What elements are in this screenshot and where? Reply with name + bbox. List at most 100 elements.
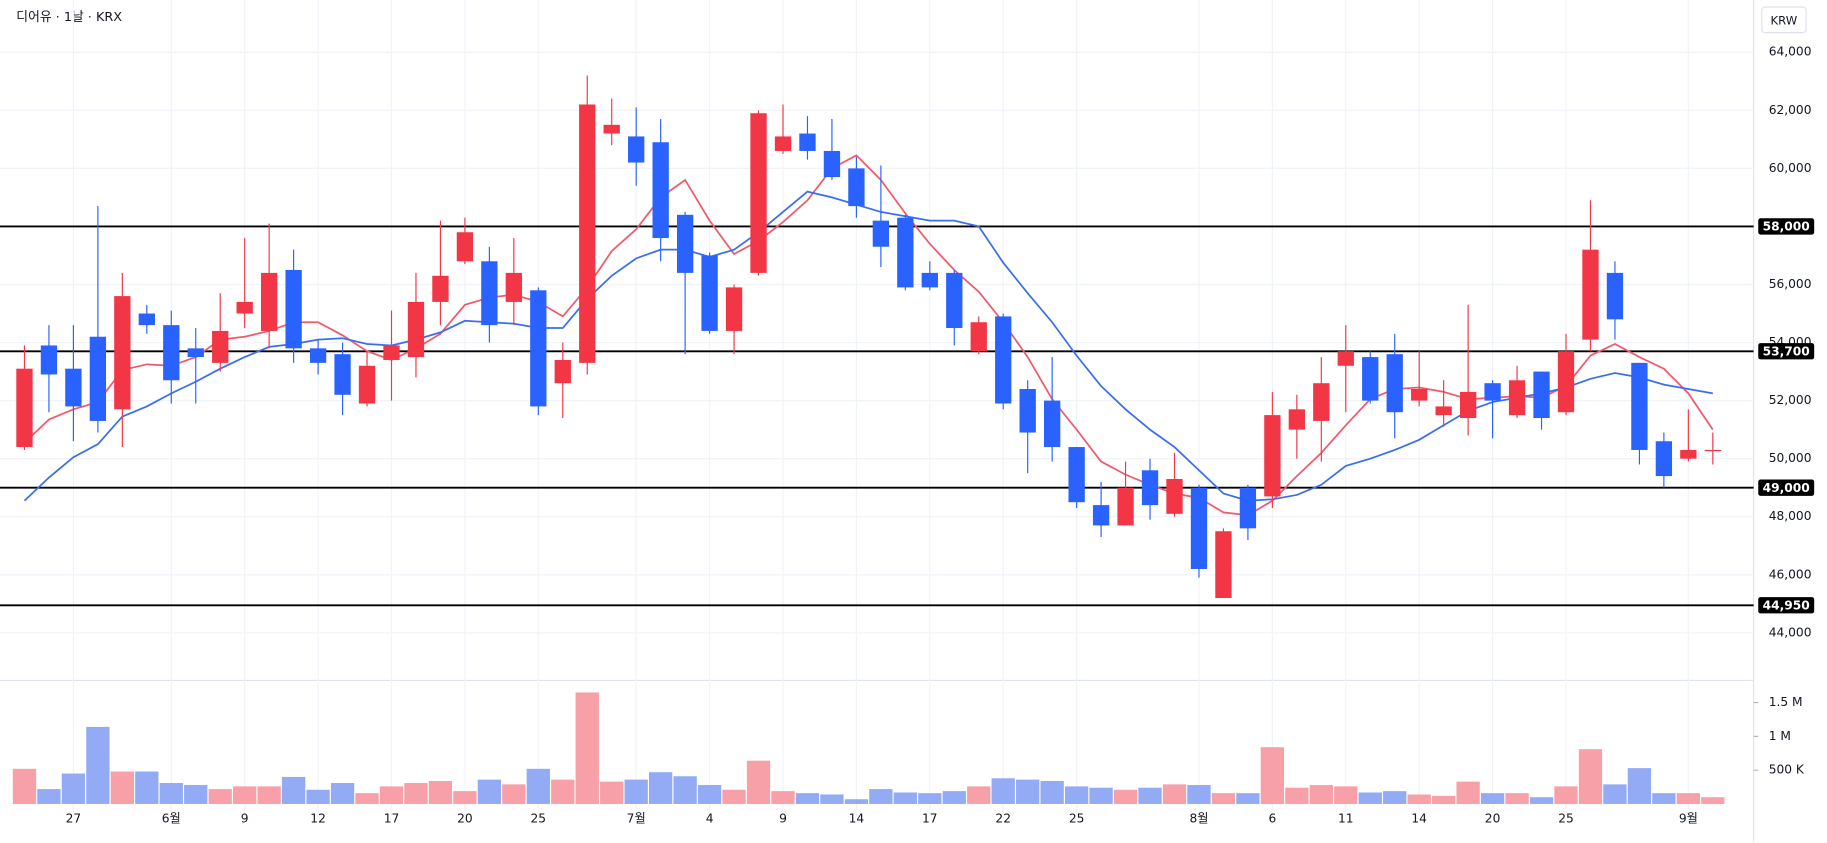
candle-body — [1166, 478, 1183, 514]
x-tick-label: 20 — [1485, 812, 1501, 826]
candle-body — [701, 255, 718, 331]
volume-bar — [575, 692, 599, 804]
y-tick-label: 50,000 — [1769, 451, 1812, 465]
volume-bar — [1480, 793, 1505, 804]
x-tick-label: 11 — [1338, 812, 1354, 826]
volume-bar — [1358, 792, 1382, 804]
x-tick-label: 25 — [1069, 812, 1085, 826]
candle-body — [970, 322, 987, 352]
x-tick-label: 6 — [1268, 812, 1276, 826]
volume-bar — [330, 783, 355, 804]
x-tick-label: 14 — [849, 812, 865, 826]
volume-bar — [477, 779, 502, 804]
level-label: 53,700 — [1763, 344, 1810, 358]
candle-body — [89, 336, 107, 421]
candle-body — [579, 104, 596, 363]
volume-bar — [1676, 793, 1700, 804]
candle-body — [1508, 380, 1526, 416]
y-tick-label: 60,000 — [1769, 161, 1812, 175]
volume-bar — [281, 776, 306, 804]
candle-body — [1288, 409, 1305, 430]
candle-body — [750, 113, 767, 273]
currency[interactable]: KRW — [1771, 13, 1798, 27]
volume-bar — [991, 778, 1015, 804]
volume-bar — [86, 726, 110, 804]
candle-body — [1068, 447, 1085, 503]
volume-bar — [110, 771, 134, 804]
volume-bar — [1309, 785, 1333, 804]
candle-body — [725, 287, 743, 331]
volume-bar — [184, 785, 208, 804]
candle-body — [114, 296, 131, 410]
volume-bar — [159, 783, 183, 804]
volume-bar — [820, 794, 844, 804]
volume-bar — [1554, 786, 1578, 804]
level-label: 49,000 — [1763, 481, 1810, 495]
volume-bar — [967, 786, 991, 804]
x-tick-label: 14 — [1411, 812, 1427, 826]
candle-body — [1680, 449, 1697, 459]
candle-body — [16, 368, 33, 448]
volume-tick-label: 1 M — [1769, 729, 1791, 743]
x-tick-label: 9 — [779, 812, 787, 826]
candle-body — [1239, 487, 1257, 529]
volume-bar — [1211, 793, 1236, 804]
candle-body — [652, 142, 669, 239]
candle-body — [1190, 487, 1208, 569]
candle-body — [1362, 357, 1379, 401]
volume-bar — [844, 799, 869, 804]
volume-bar — [1603, 784, 1627, 804]
candle-body — [40, 345, 58, 375]
candle-body — [1386, 354, 1403, 413]
volume-bar — [1505, 793, 1529, 804]
level-tag — [1758, 597, 1815, 614]
volume-bar — [1089, 787, 1113, 804]
candle-body — [946, 272, 963, 329]
moving-average — [23, 190, 1713, 502]
candle-body — [1117, 487, 1134, 526]
x-tick-label: 6월 — [162, 812, 181, 826]
candle-body — [1141, 470, 1159, 506]
candle-body — [163, 325, 180, 381]
candle-body — [774, 136, 792, 151]
volume-bar — [893, 792, 917, 804]
volume-bar — [746, 760, 771, 804]
volume-bar — [1407, 794, 1431, 804]
volume-tick-label: 1.5 M — [1769, 695, 1803, 709]
volume-bar — [355, 793, 379, 804]
volume-bar — [1701, 797, 1725, 804]
volume-bar — [1187, 785, 1211, 804]
candle-body — [309, 348, 327, 363]
candle-body — [432, 275, 449, 302]
candle-body — [1313, 383, 1330, 421]
x-tick-label: 9월 — [1679, 812, 1698, 826]
candle-body — [1704, 449, 1721, 452]
volume-bar — [208, 789, 232, 804]
y-tick-label: 46,000 — [1769, 567, 1812, 581]
y-tick-label: 52,000 — [1769, 393, 1812, 407]
candle-body — [1044, 400, 1061, 448]
candle-body — [187, 348, 204, 358]
candle-body — [383, 345, 400, 360]
volume-bar — [379, 786, 404, 804]
candle-body — [921, 272, 938, 288]
volume-bar — [869, 789, 893, 804]
volume-bar — [37, 789, 61, 804]
volume-bar — [600, 781, 624, 804]
currency-box[interactable] — [1761, 6, 1807, 34]
volume-bar — [453, 791, 477, 804]
candle-body — [1435, 406, 1452, 416]
y-tick-label: 64,000 — [1769, 45, 1812, 59]
y-tick-label: 44,000 — [1769, 625, 1812, 639]
volume-bar — [1260, 747, 1285, 804]
volume-bar — [1627, 768, 1652, 804]
candle-body — [1019, 388, 1036, 433]
candle-body — [65, 368, 82, 407]
candle-body — [212, 330, 229, 363]
volume-bar — [771, 791, 795, 804]
candle-body — [676, 214, 694, 273]
volume-bar — [1432, 795, 1456, 804]
volume-bar — [233, 786, 257, 804]
